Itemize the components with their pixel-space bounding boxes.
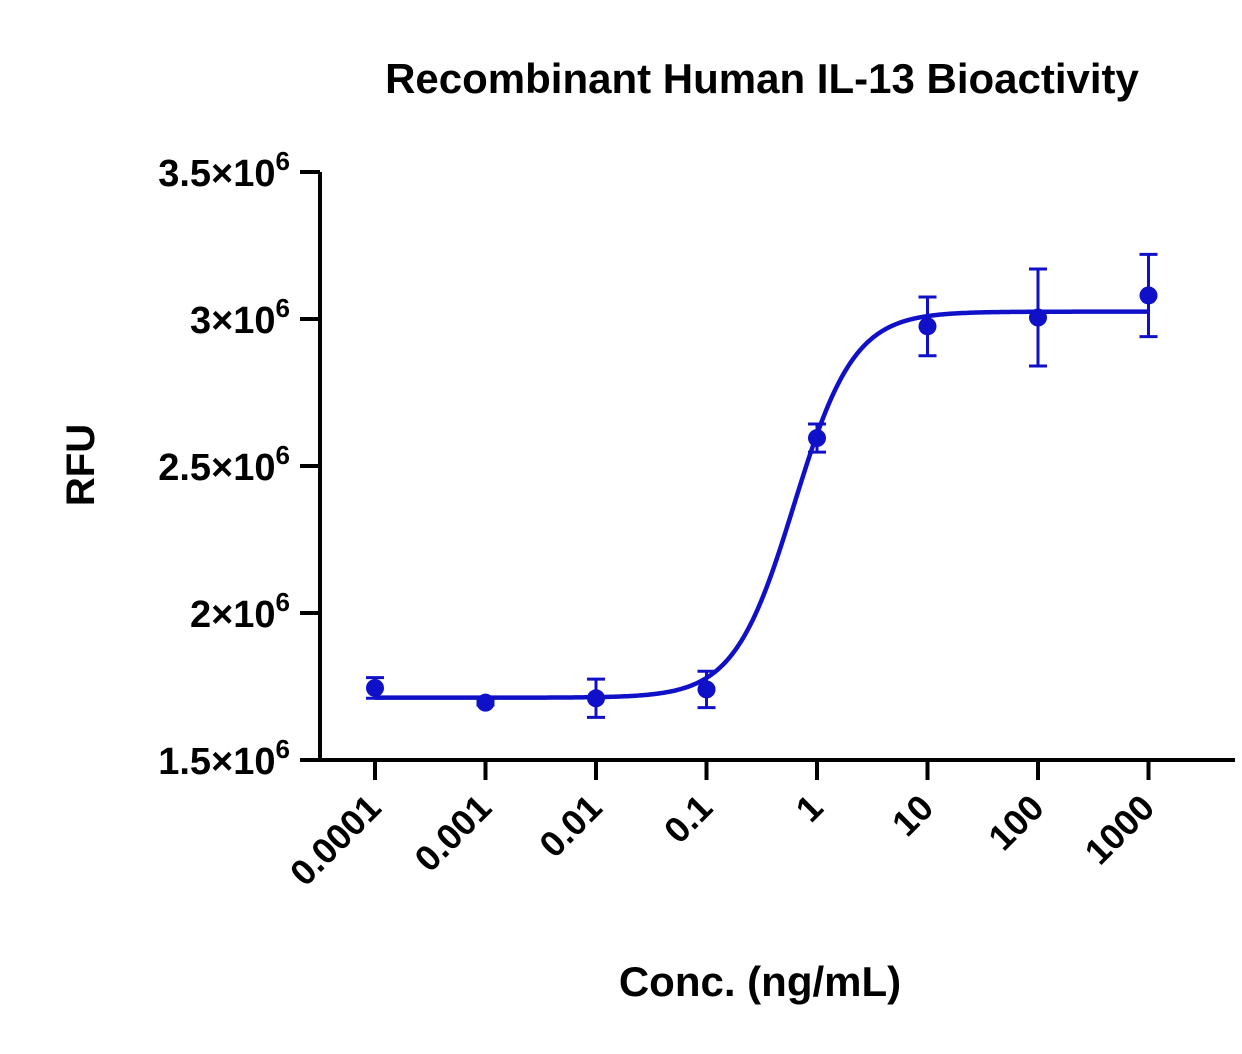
fit-curve-layer	[374, 309, 1149, 700]
fit-curve	[374, 309, 1149, 700]
y-tick-label: 3×106	[190, 293, 290, 342]
data-point	[476, 693, 495, 712]
data-point	[1029, 308, 1047, 327]
data-points	[366, 286, 1158, 712]
x-ticks: 0.0001 0.001 0.01 0.1 1 10 100 1000	[282, 760, 1162, 894]
data-point	[918, 317, 937, 336]
x-tick-label: 100	[980, 787, 1051, 858]
data-point	[697, 680, 716, 699]
x-tick-label: 10	[884, 787, 941, 844]
y-ticks: 1.5×106 2×106 2.5×106 3×106 3.5×106	[158, 146, 320, 783]
y-tick-label: 2.5×106	[158, 440, 290, 489]
x-tick-label: 0.0001	[282, 787, 389, 894]
data-point	[808, 429, 826, 448]
x-tick-label: 1	[788, 787, 831, 830]
chart-title: Recombinant Human IL-13 Bioactivity	[385, 55, 1139, 102]
data-point	[366, 678, 384, 697]
x-tick-label: 0.001	[406, 787, 499, 880]
data-point	[587, 689, 605, 708]
y-tick-label: 1.5×106	[158, 734, 290, 783]
y-tick-label: 2×106	[190, 587, 290, 636]
y-axis-label: RFU	[59, 424, 103, 506]
x-tick-label: 0.01	[531, 787, 610, 866]
axes	[318, 172, 1235, 762]
x-axis-label: Conc. (ng/mL)	[619, 958, 901, 1005]
data-point	[1139, 286, 1158, 305]
x-tick-label: 0.1	[656, 787, 720, 851]
y-tick-label: 3.5×106	[158, 146, 290, 195]
x-tick-label: 1000	[1077, 787, 1163, 873]
